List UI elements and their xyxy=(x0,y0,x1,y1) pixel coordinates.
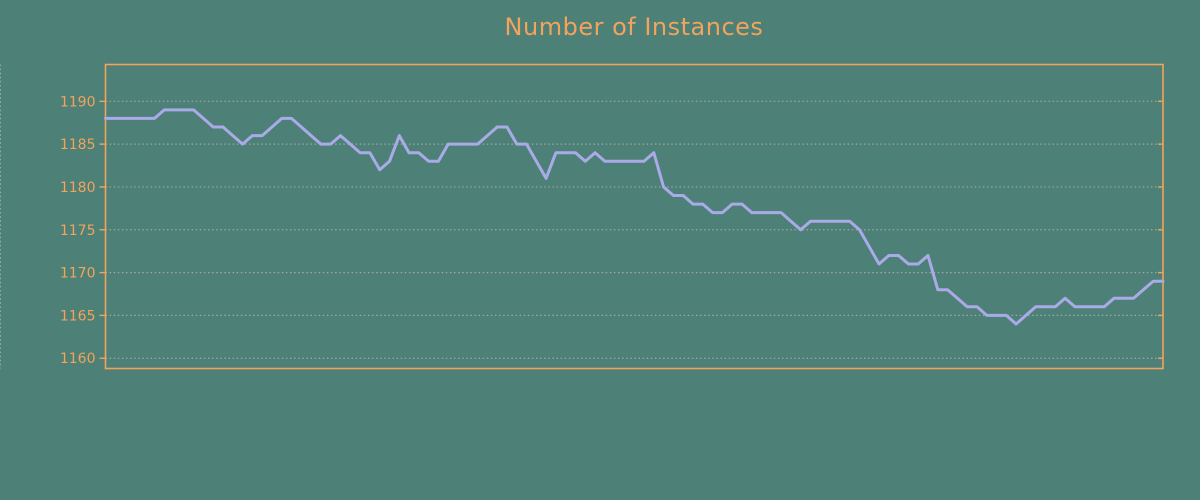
chart-title: Number of Instances xyxy=(504,13,764,41)
y-tick-label: 1180 xyxy=(60,180,96,196)
y-tick-label: 1175 xyxy=(60,223,96,239)
y-tick-label: 1170 xyxy=(60,266,96,282)
y-tick-label: 1165 xyxy=(60,308,96,324)
plot-border xyxy=(104,63,1164,370)
y-tick-label: 1190 xyxy=(60,94,96,110)
data-series-line xyxy=(104,108,1165,326)
y-tick-label: 1160 xyxy=(60,351,96,367)
y-tick-label: 1185 xyxy=(60,137,96,153)
